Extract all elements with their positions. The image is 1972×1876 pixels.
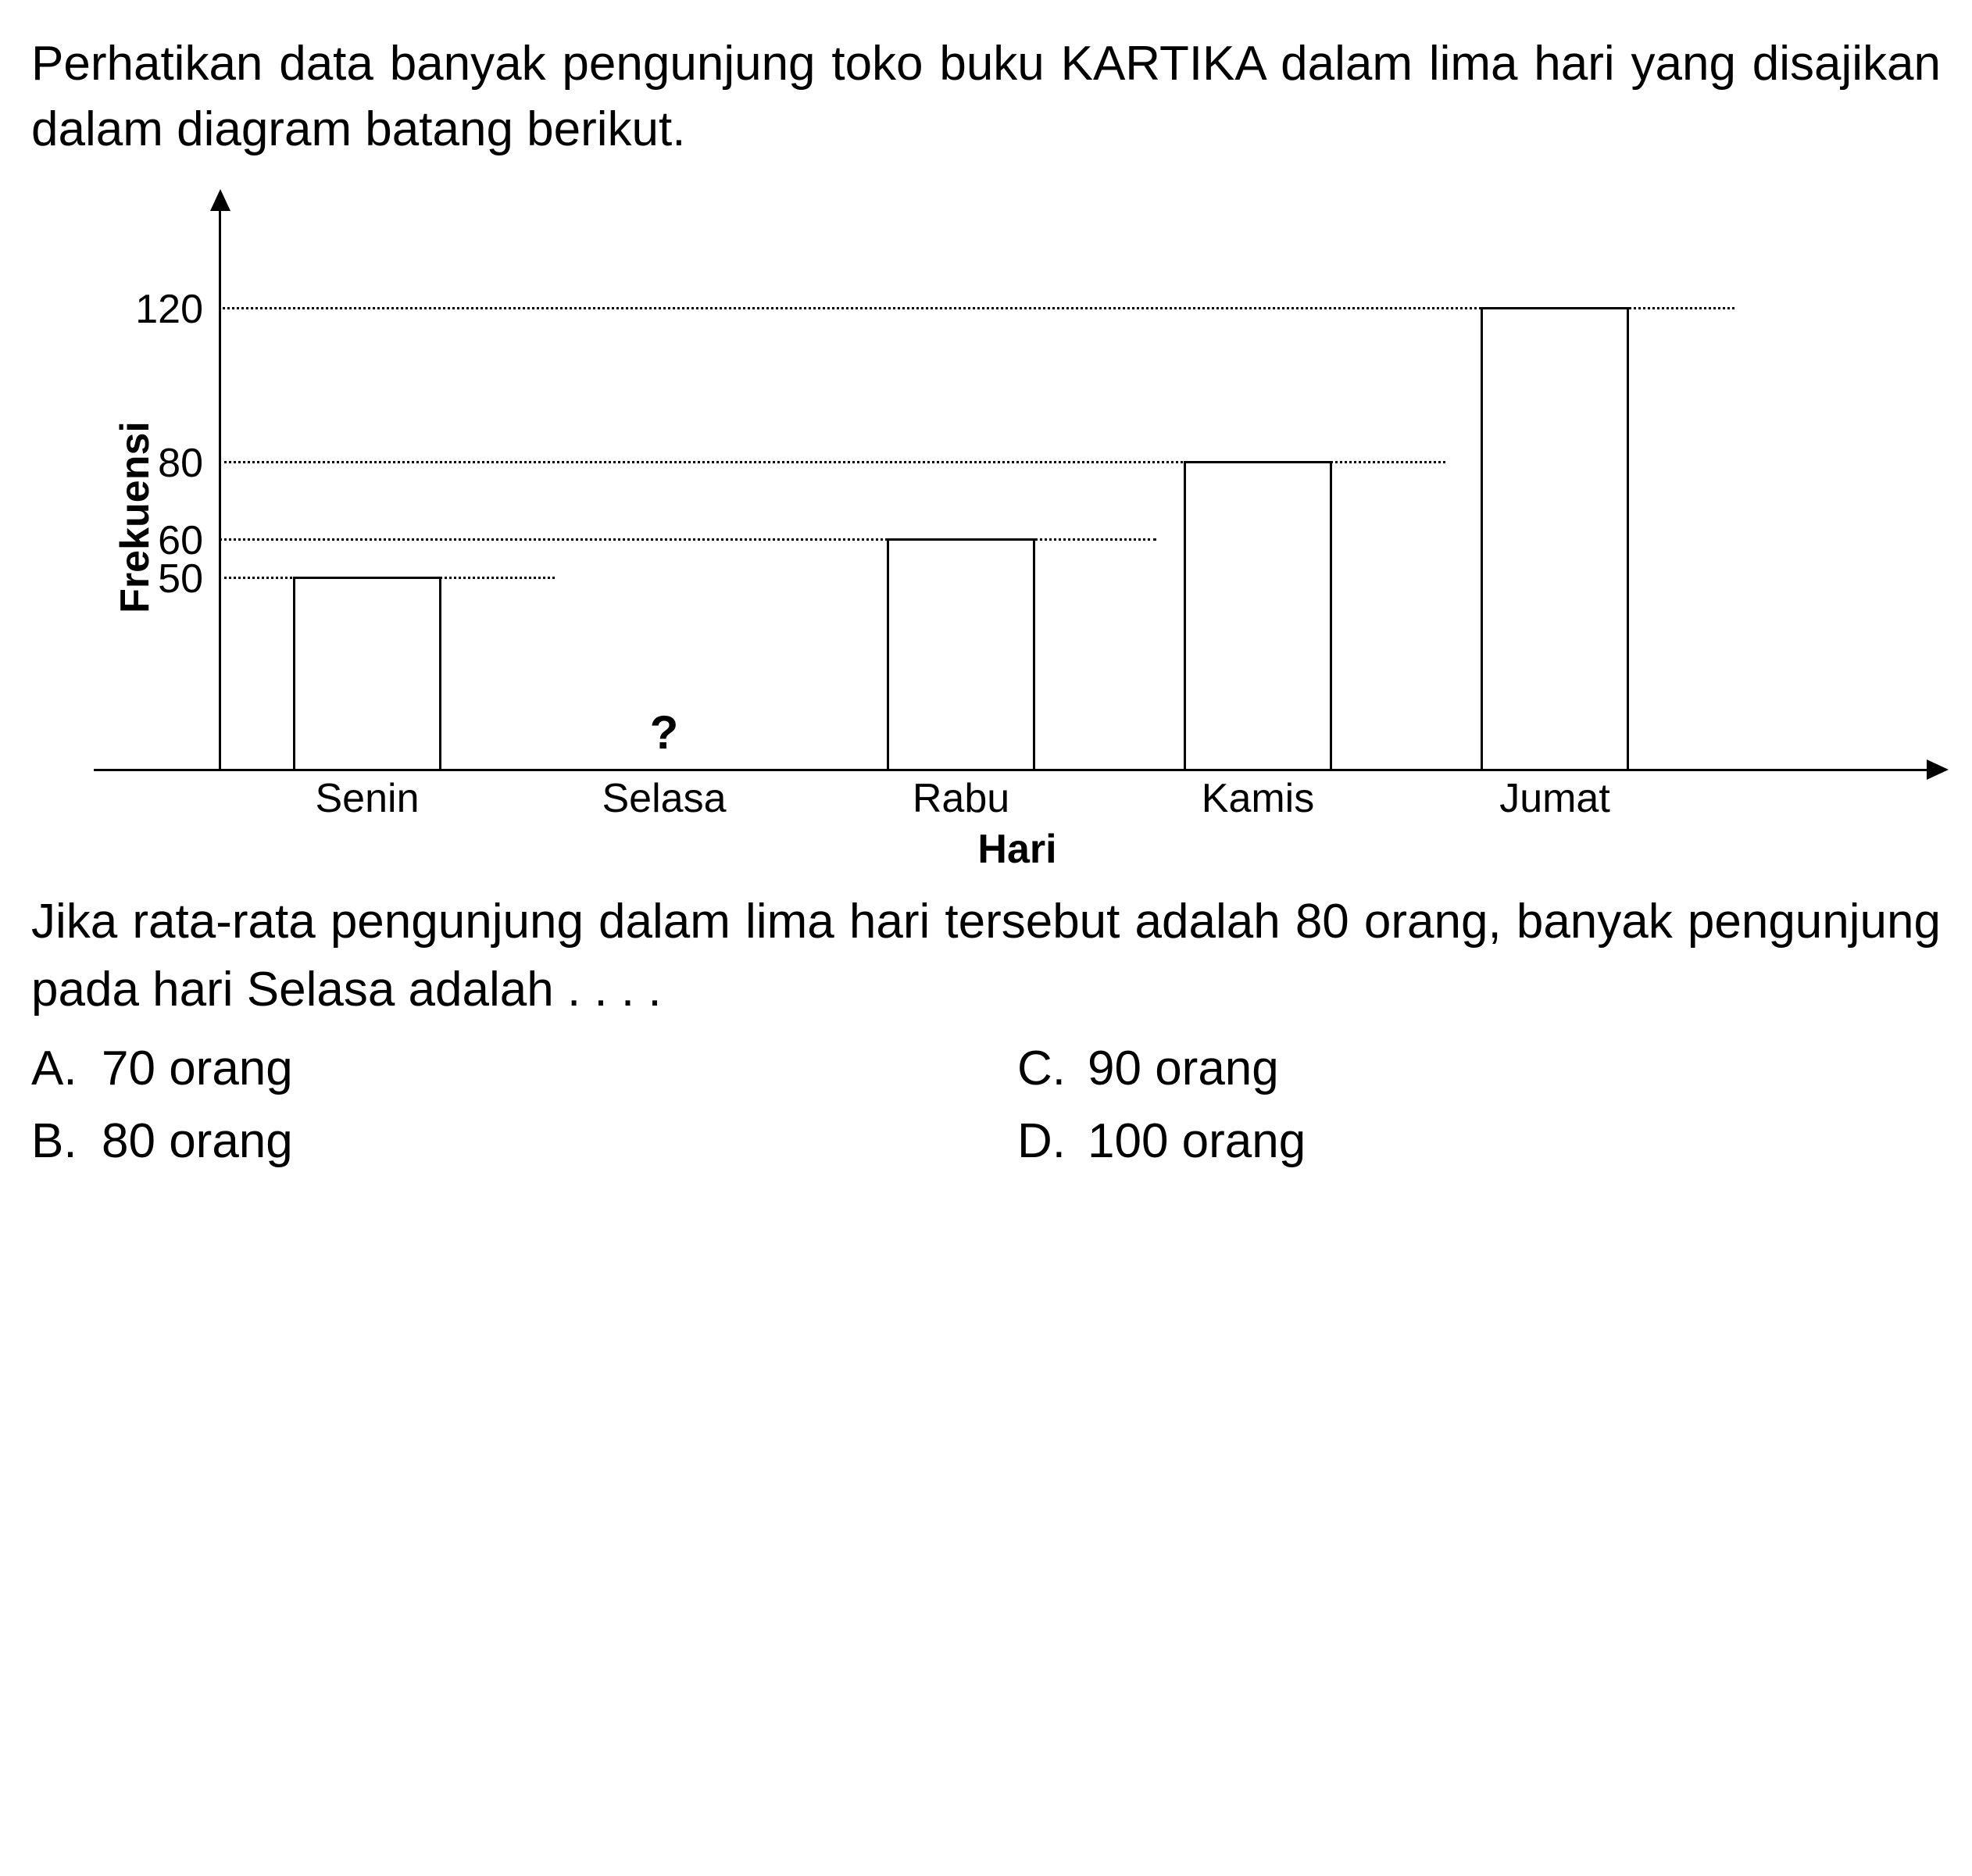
- option-letter: B.: [31, 1105, 102, 1177]
- x-tick-label: Rabu: [913, 775, 1009, 822]
- y-axis-line: [219, 201, 221, 771]
- y-tick-label: 60: [125, 517, 203, 564]
- problem-container: Perhatikan data banyak pengunjung toko b…: [31, 31, 1941, 1177]
- x-tick-label: Selasa: [602, 775, 727, 822]
- option-text: 100 orang: [1088, 1105, 1306, 1177]
- y-axis-arrow-icon: [210, 189, 230, 211]
- option-d: D. 100 orang: [1017, 1105, 1941, 1177]
- option-b: B. 80 orang: [31, 1105, 955, 1177]
- question-text: Jika rata-rata pengunjung dalam lima har…: [31, 888, 1941, 1024]
- option-c: C. 90 orang: [1017, 1032, 1941, 1105]
- x-tick-label: Senin: [316, 775, 420, 822]
- option-text: 90 orang: [1088, 1032, 1279, 1105]
- bar: [1481, 307, 1629, 769]
- bar: [887, 538, 1035, 770]
- option-text: 80 orang: [102, 1105, 293, 1177]
- bar: [293, 577, 441, 769]
- option-a: A. 70 orang: [31, 1032, 955, 1105]
- x-tick-label: Kamis: [1202, 775, 1314, 822]
- y-tick-label: 120: [125, 286, 203, 333]
- x-axis-label: Hari: [977, 826, 1056, 873]
- x-tick-label: Jumat: [1499, 775, 1610, 822]
- x-axis-line: [94, 769, 1941, 771]
- y-tick-label: 80: [125, 440, 203, 487]
- option-text: 70 orang: [102, 1032, 293, 1105]
- options-list: A. 70 orang C. 90 orang B. 80 orang D. 1…: [31, 1032, 1941, 1177]
- unknown-marker: ?: [650, 706, 679, 759]
- option-letter: A.: [31, 1032, 102, 1105]
- bar-chart: Frekuensi 506080120Senin?SelasaRabuKamis…: [94, 185, 1941, 849]
- x-axis-arrow-icon: [1927, 759, 1949, 780]
- option-letter: C.: [1017, 1032, 1088, 1105]
- intro-text: Perhatikan data banyak pengunjung toko b…: [31, 31, 1941, 162]
- option-letter: D.: [1017, 1105, 1088, 1177]
- bar: [1184, 461, 1332, 769]
